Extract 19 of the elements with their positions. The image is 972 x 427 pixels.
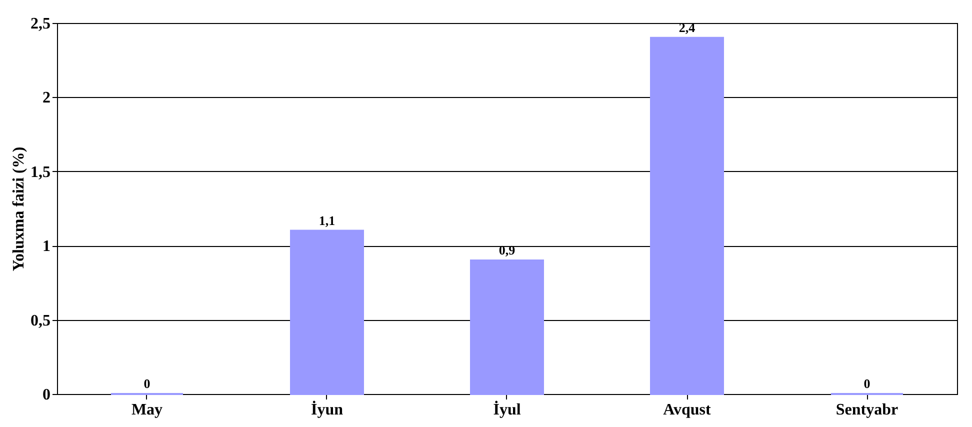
- y-tick-label: 1: [42, 238, 50, 256]
- x-tick-label: Avqust: [663, 402, 712, 418]
- bar: [650, 36, 724, 395]
- data-label: 0: [864, 376, 870, 391]
- data-label: 2,4: [678, 20, 696, 35]
- x-tick-label: May: [131, 402, 163, 418]
- x-tick-label: Sentyabr: [836, 402, 898, 418]
- x-tick-label: İyun: [310, 400, 344, 418]
- data-label: 1,1: [318, 212, 336, 228]
- y-tick-label: 0: [42, 386, 50, 404]
- x-tick-label: İyul: [493, 400, 522, 418]
- y-axis-title: Yoluxma faizi (%): [10, 146, 28, 272]
- bar: [290, 230, 364, 395]
- bar: [470, 259, 544, 395]
- data-label: 0: [144, 376, 150, 391]
- y-tick-label: 1,5: [30, 164, 50, 181]
- y-tick-label: 0,5: [30, 312, 50, 330]
- y-tick-label: 2: [42, 90, 50, 107]
- y-tick-label: 2,5: [30, 16, 50, 32]
